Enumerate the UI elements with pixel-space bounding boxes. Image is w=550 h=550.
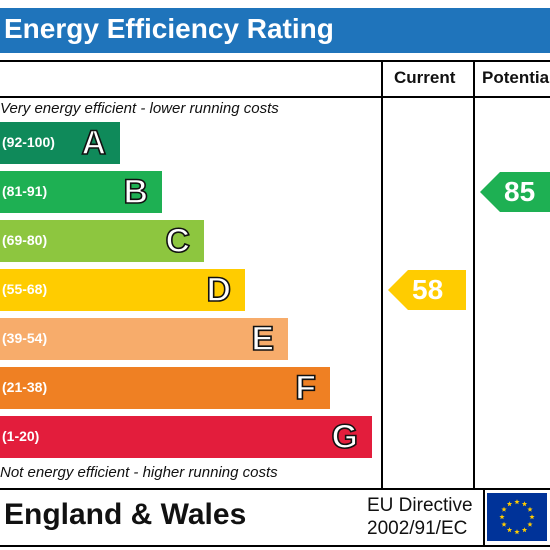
band-c: (69-80) C bbox=[0, 220, 204, 262]
divider-col-potential bbox=[473, 60, 475, 490]
band-a: (92-100) A bbox=[0, 122, 120, 164]
band-letter: E bbox=[251, 319, 275, 359]
eu-flag-star bbox=[529, 514, 535, 520]
band-range: (39-54) bbox=[2, 330, 48, 346]
column-header-current: Current bbox=[394, 68, 456, 87]
eu-flag-star bbox=[527, 521, 533, 527]
eu-flag-star bbox=[514, 529, 520, 535]
band-g: (1-20) G bbox=[0, 416, 372, 458]
potential-rating-arrow: 85 bbox=[480, 172, 550, 212]
potential-rating-value: 85 bbox=[504, 176, 536, 207]
band-range: (55-68) bbox=[2, 281, 48, 297]
title-bar bbox=[0, 8, 550, 53]
band-letter: F bbox=[294, 368, 316, 408]
eu-flag-star bbox=[527, 506, 533, 512]
band-f: (21-38) F bbox=[0, 367, 330, 409]
band-range: (69-80) bbox=[2, 232, 48, 248]
band-b: (81-91) B bbox=[0, 171, 162, 213]
current-rating-arrow: 58 bbox=[388, 270, 466, 310]
band-range: (1-20) bbox=[2, 428, 40, 444]
band-letter: C bbox=[165, 221, 191, 261]
divider-top bbox=[0, 60, 550, 62]
band-range: (92-100) bbox=[2, 134, 55, 150]
eu-flag-star bbox=[506, 527, 513, 533]
eu-flag-star bbox=[521, 501, 528, 507]
band-letter: A bbox=[81, 123, 107, 163]
band-e: (39-54) E bbox=[0, 318, 288, 360]
eu-directive-number: 2002/91/EC bbox=[367, 518, 468, 539]
band-d: (55-68) D bbox=[0, 269, 245, 311]
band-range: (21-38) bbox=[2, 379, 48, 395]
eu-flag-icon bbox=[487, 493, 547, 541]
band-letter: G bbox=[331, 417, 359, 457]
band-range: (81-91) bbox=[2, 183, 48, 199]
caption-not-efficient: Not energy efficient - higher running co… bbox=[0, 464, 278, 481]
eu-flag-star bbox=[506, 501, 513, 507]
caption-very-efficient: Very energy efficient - lower running co… bbox=[0, 100, 279, 117]
footer-region: England & Wales bbox=[4, 498, 247, 531]
divider-header bbox=[0, 96, 550, 98]
page-title: Energy Efficiency Rating bbox=[4, 13, 334, 44]
eu-flag-star bbox=[501, 521, 507, 527]
eu-flag-star bbox=[499, 514, 505, 520]
column-header-potential: Potentia bbox=[482, 68, 550, 87]
band-letter: D bbox=[206, 270, 232, 310]
divider-bottom bbox=[0, 545, 550, 547]
eu-flag-star bbox=[521, 527, 528, 533]
band-letter: B bbox=[123, 172, 149, 212]
divider-footer-top bbox=[0, 488, 550, 490]
eu-flag-star bbox=[514, 499, 520, 505]
eu-flag-star bbox=[501, 506, 507, 512]
divider-col-current bbox=[381, 60, 383, 490]
current-rating-value: 58 bbox=[412, 274, 444, 305]
eu-directive-label: EU Directive bbox=[367, 495, 473, 516]
divider-footer-flag bbox=[483, 488, 485, 547]
